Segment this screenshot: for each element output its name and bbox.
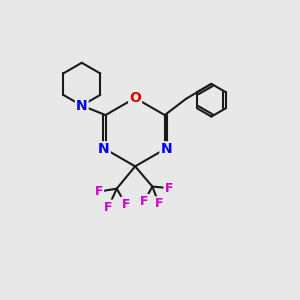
Text: F: F <box>104 201 112 214</box>
Text: F: F <box>140 195 148 208</box>
Text: F: F <box>164 182 173 194</box>
Text: N: N <box>160 142 172 156</box>
Text: F: F <box>94 185 103 198</box>
Text: N: N <box>76 99 88 112</box>
Text: F: F <box>122 198 130 211</box>
Text: N: N <box>98 142 110 156</box>
Text: F: F <box>155 197 163 210</box>
Text: O: O <box>129 91 141 105</box>
